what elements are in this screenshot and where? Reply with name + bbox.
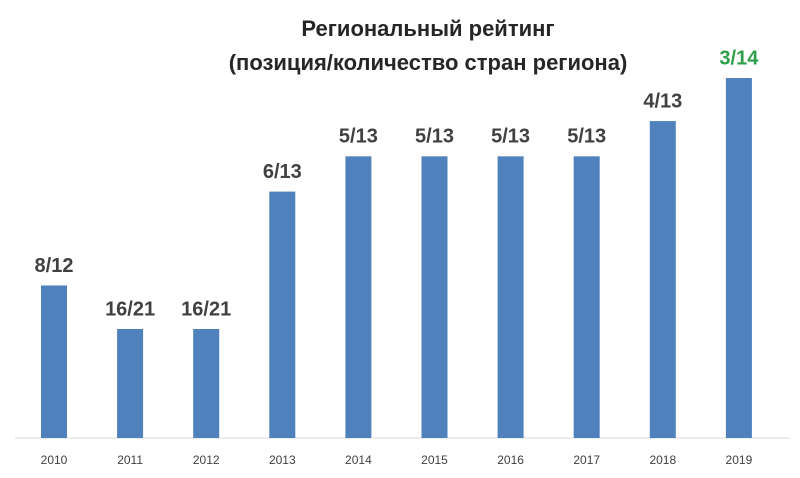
x-tick-label: 2011: [117, 453, 143, 467]
bar: [41, 285, 67, 438]
x-tick-label: 2015: [421, 453, 448, 467]
x-tick-label: 2017: [573, 453, 600, 467]
value-label: 5/13: [567, 126, 606, 148]
chart-title: Региональный рейтинг: [301, 16, 554, 41]
x-tick-label: 2010: [41, 453, 68, 467]
value-label: 16/21: [181, 298, 231, 320]
value-label: 5/13: [415, 126, 454, 148]
bar: [193, 328, 220, 438]
bar: [497, 156, 524, 438]
bar: [573, 156, 600, 438]
bar: [117, 328, 144, 438]
x-tick-label: 2016: [497, 453, 524, 467]
x-tick-label: 2013: [269, 453, 296, 467]
value-label: 16/21: [105, 298, 155, 320]
x-tick-label: 2018: [649, 453, 676, 467]
value-label: 5/13: [339, 126, 378, 148]
bar: [649, 121, 676, 439]
value-label: 4/13: [643, 90, 682, 112]
bar: [421, 156, 448, 438]
value-label: 8/12: [35, 255, 74, 277]
bar: [269, 191, 296, 438]
x-tick-label: 2019: [726, 453, 753, 467]
chart-subtitle: (позиция/количество стран региона): [229, 50, 628, 75]
bar: [725, 78, 752, 439]
value-label: 5/13: [491, 126, 530, 148]
value-label: 6/13: [263, 161, 302, 183]
value-label: 3/14: [719, 47, 759, 69]
bar: [345, 156, 372, 438]
x-tick-label: 2012: [193, 453, 220, 467]
x-tick-label: 2014: [345, 453, 372, 467]
